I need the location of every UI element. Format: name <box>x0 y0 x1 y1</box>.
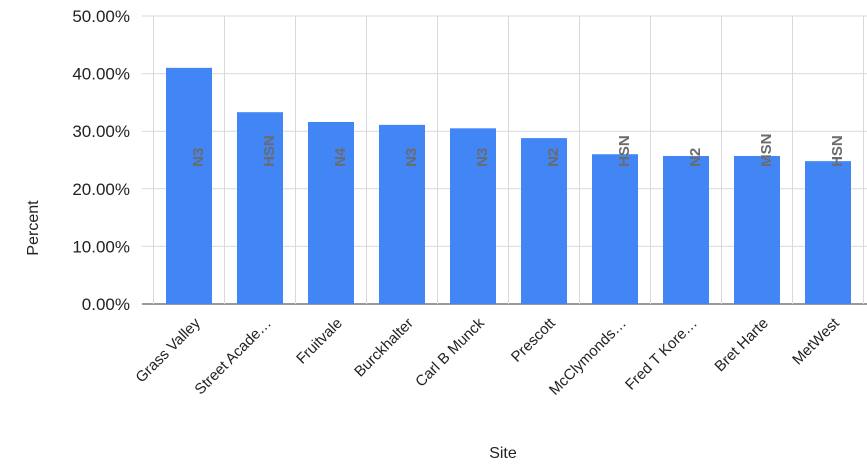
data-label: N3 <box>474 148 491 167</box>
bar <box>592 154 638 304</box>
y-tick-label: 50.00% <box>72 7 130 26</box>
y-axis-ticks: 0.00% 10.00% 20.00% 30.00% 40.00% 50.00% <box>72 7 130 314</box>
bar <box>450 128 496 304</box>
data-label: N2 <box>545 148 562 167</box>
data-label: N4 <box>332 147 349 167</box>
bar <box>521 138 567 304</box>
y-tick-label: 30.00% <box>72 122 130 141</box>
x-tick-label: Street Acade… <box>191 315 274 398</box>
data-label: MSN <box>758 134 775 167</box>
data-label: HSN <box>829 135 846 167</box>
bar <box>237 112 283 304</box>
x-tick-label: Prescott <box>508 314 560 366</box>
y-tick-label: 40.00% <box>72 65 130 84</box>
data-labels: N3 HSN N4 N3 N3 N2 HSN N2 MSN HSN <box>190 134 846 167</box>
y-axis-title: Percent <box>25 200 42 256</box>
bar <box>308 121 354 304</box>
x-tick-label: Burckhalter <box>351 315 417 381</box>
bar <box>663 155 709 304</box>
data-label: N2 <box>687 148 704 167</box>
data-label: HSN <box>616 135 633 167</box>
y-tick-label: 0.00% <box>82 295 130 314</box>
bar <box>166 67 212 304</box>
x-axis-title: Site <box>489 445 517 462</box>
x-tick-label: Bret Harte <box>711 315 771 375</box>
bar <box>379 124 425 304</box>
y-tick-label: 10.00% <box>72 237 130 256</box>
data-label: HSN <box>261 135 278 167</box>
bar <box>734 155 780 304</box>
bars <box>166 67 851 304</box>
bar <box>805 161 851 304</box>
y-tick-label: 20.00% <box>72 180 130 199</box>
x-tick-label: Fred T Kore… <box>622 315 701 394</box>
x-tick-label: Fruitvale <box>293 315 346 368</box>
x-tick-label: MetWest <box>789 314 843 368</box>
x-tick-label: Carl B Munck <box>412 314 488 390</box>
data-label: N3 <box>403 148 420 167</box>
x-tick-label: McClymonds… <box>546 315 630 399</box>
x-tick-label: Grass Valley <box>132 314 204 386</box>
data-label: N3 <box>190 148 207 167</box>
